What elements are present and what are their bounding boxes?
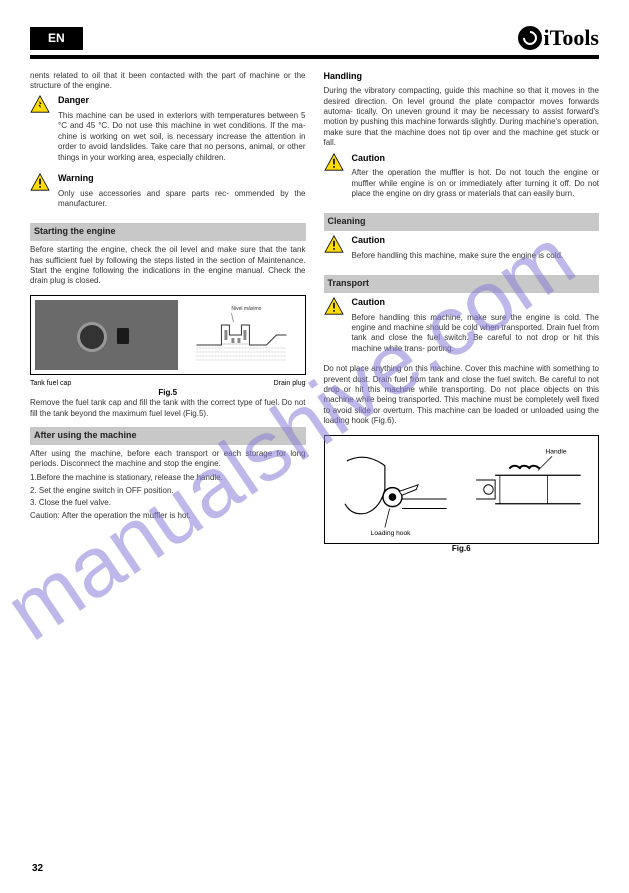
warning-title: Warning [58,173,306,185]
page-header: EN iTools [30,24,599,59]
figure-5: Nivel máximo [30,295,306,375]
warning-icon [30,173,50,191]
step-2: 2. Set the engine switch in OFF position… [30,486,306,496]
fig5-caption-2: Drain plug [274,379,306,388]
caution-line: Caution: After the operation the muffler… [30,511,306,521]
section-bar-after: After using the machine [30,427,306,445]
step-1: 1.Before the machine is stationary, rele… [30,473,306,483]
danger-title: Danger [58,95,306,107]
caution-body-3: Before handling this machine, make sure … [352,313,600,355]
caution-body-1: After the operation the muffler is hot. … [352,168,600,199]
fig6-label: Fig.6 [324,544,600,554]
logo-icon [518,26,542,50]
danger-icon [30,95,50,113]
fuel-cap-graphic [77,322,107,352]
fig5-nivel-label: Nivel máximo [231,306,261,312]
step-3: 3. Close the fuel valve. [30,498,306,508]
section-bar-starting: Starting the engine [30,223,306,241]
after-fig-text: Remove the fuel tank cap and fill the ta… [30,398,306,419]
warning-body: Only use accessories and spare parts rec… [58,189,306,210]
caution-title-1: Caution [352,153,600,165]
after-use-text: After using the machine, before each tra… [30,449,306,470]
warning-icon [324,235,344,253]
drain-plug-graphic [117,328,129,344]
page-number: 32 [32,862,43,875]
fig5-label: Fig.5 [30,388,306,398]
warning-icon [324,153,344,171]
loading-hook-diagram-right: Handle [465,442,592,537]
caution-title-3: Caution [352,297,600,309]
transport-text: Do not place anything on this machine. C… [324,364,600,426]
danger-body: This machine can be used in exteriors wi… [58,111,306,163]
warning-icon [324,297,344,315]
handling-text: During the vibratory compacting, guide t… [324,86,600,148]
lead-in-text: nents related to oil that it been contac… [30,71,306,92]
brand-logo: iTools [518,24,599,53]
language-tag: EN [30,27,83,51]
starting-text: Before starting the engine, check the oi… [30,245,306,287]
caution-body-2: Before handling this machine, make sure … [352,251,564,261]
fig6-cap-hook: Loading hook [370,530,411,537]
section-bar-transport: Transport [324,275,600,293]
loading-hook-diagram-left: Loading hook [331,442,458,537]
fig6-cap-handle: Handle [546,448,567,455]
caution-title-2: Caution [352,235,564,247]
section-bar-cleaning: Cleaning [324,213,600,231]
handling-title: Handling [324,71,600,83]
fuel-level-diagram: Nivel máximo [182,300,301,370]
figure-6: Loading hook Handle [324,435,600,544]
brand-name: iTools [544,24,599,53]
fig5-caption-1: Tank fuel cap [30,379,71,388]
